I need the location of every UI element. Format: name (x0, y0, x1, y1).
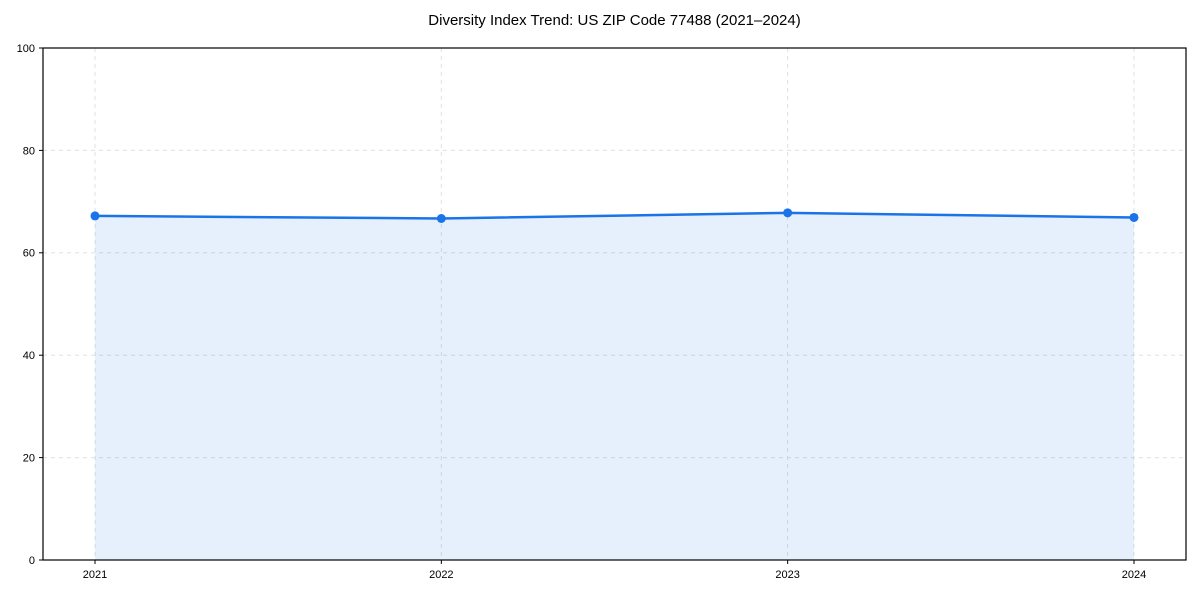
x-tick-label: 2021 (83, 569, 107, 581)
y-tick-label: 100 (17, 43, 35, 55)
tick-marks (39, 47, 1135, 564)
data-point-2021 (90, 211, 100, 221)
trend-line (93, 211, 1136, 220)
x-tick-label: 2022 (429, 569, 453, 581)
area-fill (95, 212, 1134, 560)
plot-border (42, 47, 1187, 561)
y-tick-label: 0 (29, 555, 35, 567)
y-tick-label: 80 (23, 145, 35, 157)
x-tick-label: 2024 (1122, 569, 1146, 581)
chart-title: Diversity Index Trend: US ZIP Code 77488… (428, 12, 801, 29)
data-point-2024 (1129, 212, 1139, 222)
x-tick-label: 2023 (775, 569, 799, 581)
gridlines (43, 47, 1186, 561)
y-tick-label: 20 (23, 452, 35, 464)
y-tick-label: 40 (23, 350, 35, 362)
data-point-2022 (436, 213, 446, 223)
y-tick-label: 60 (23, 248, 35, 260)
data-point-2023 (783, 208, 793, 218)
